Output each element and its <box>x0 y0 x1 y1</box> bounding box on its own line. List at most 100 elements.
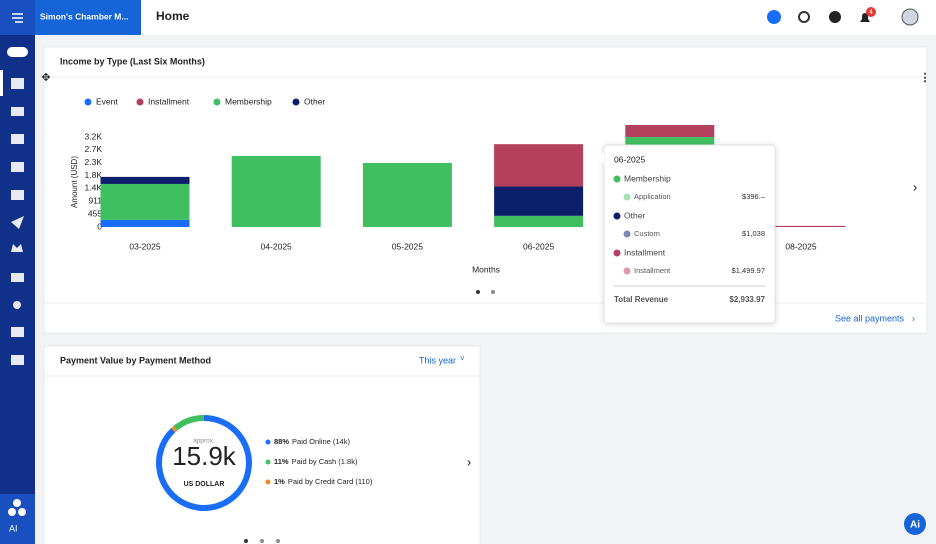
next-arrow[interactable]: › <box>467 454 471 469</box>
item-dot <box>623 193 631 201</box>
y-tick-label: 0 <box>97 221 102 231</box>
legend-label: Paid by Cash (1.8k) <box>292 457 358 466</box>
x-tick-label: 04-2025 <box>261 241 292 251</box>
total-amount: 15.9k <box>172 441 237 471</box>
ai-label: AI <box>9 523 18 533</box>
y-tick-label: 3.2K <box>85 131 103 141</box>
legend-dot <box>265 459 271 465</box>
see-all-link[interactable]: See all payments <box>835 313 905 323</box>
group-dot <box>613 249 621 257</box>
y-tick-label: 1.8K <box>85 170 103 180</box>
page-dot[interactable] <box>276 539 280 543</box>
legend-dot <box>265 479 271 485</box>
bar-segment <box>362 163 452 227</box>
ai-assistant-button[interactable] <box>904 513 926 535</box>
item-amount: $1,499.97 <box>732 266 765 275</box>
chevron: › <box>912 313 915 323</box>
page-dot[interactable] <box>476 290 480 294</box>
next-arrow[interactable]: › <box>913 179 917 194</box>
item-dot <box>623 230 631 238</box>
sidebar-icons <box>11 78 24 365</box>
x-tick-label: 08-2025 <box>785 241 816 251</box>
item-name: Custom <box>634 229 660 238</box>
item-amount: $1,038 <box>742 229 765 238</box>
bar-segment <box>100 183 190 220</box>
y-tick-label: 2.3K <box>85 157 103 167</box>
bar-segment <box>231 155 321 227</box>
legend-label: Installment <box>148 96 190 106</box>
notification-count: 4 <box>869 9 873 16</box>
tooltip-box <box>603 144 776 324</box>
x-axis-label: Months <box>472 264 500 274</box>
item-name: Application <box>634 192 671 201</box>
info-button[interactable] <box>829 11 841 23</box>
payment-card <box>43 345 481 544</box>
legend-dot <box>292 98 300 106</box>
legend-item: 88% Paid Online (14k) <box>274 437 350 446</box>
legend-dot <box>136 98 144 106</box>
group-name: Other <box>624 210 645 220</box>
y-tick-label: 455 <box>88 208 102 218</box>
bar-segment <box>100 176 190 184</box>
brand-box[interactable] <box>35 0 141 35</box>
group-dot <box>613 175 621 183</box>
tooltip-title: 06-2025 <box>614 154 645 164</box>
avatar[interactable] <box>901 8 919 26</box>
bar-segment <box>625 125 715 137</box>
chevron: ˅ <box>460 354 465 363</box>
group-dot <box>613 212 621 220</box>
active-indicator <box>0 70 3 96</box>
tooltip-pointer <box>598 152 604 164</box>
card-menu[interactable]: ⋮ <box>920 72 931 84</box>
donut-segment <box>156 415 252 511</box>
legend-dot <box>265 439 271 445</box>
payment-title: Payment Value by Payment Method <box>60 355 211 365</box>
value-label: 88% <box>274 437 289 446</box>
settings-button[interactable] <box>798 11 810 23</box>
sidebar <box>0 0 35 544</box>
total-label: Total Revenue <box>614 295 669 304</box>
item-dot <box>623 267 631 275</box>
legend-item: 1% Paid by Credit Card (110) <box>274 477 373 486</box>
donut-segment <box>173 415 205 431</box>
bar-segment <box>494 186 584 216</box>
ai-icon: Ai <box>910 520 920 531</box>
approx: approx. <box>193 438 215 445</box>
x-tick-label: 06-2025 <box>523 241 554 251</box>
bar-segment <box>756 225 846 227</box>
topbar <box>141 0 936 35</box>
drag-handle[interactable]: ✥ <box>41 72 50 84</box>
notification-badge <box>866 7 876 17</box>
legend-item: 11% Paid by Cash (1.8k) <box>274 457 358 466</box>
y-axis-label: Amount (USD) <box>70 156 79 208</box>
bar-segment <box>494 144 584 187</box>
value-label: 11% <box>274 457 289 466</box>
brand: Simon's Chamber M... <box>40 11 128 21</box>
donut-segment <box>171 426 178 433</box>
legend-label: Other <box>304 96 325 106</box>
period-select[interactable]: This year <box>419 355 456 365</box>
legend-dot <box>213 98 221 106</box>
menu-icon <box>12 13 23 23</box>
page-dot[interactable] <box>244 539 248 543</box>
page-dot[interactable] <box>260 539 264 543</box>
bar-segment <box>494 215 584 227</box>
x-tick-label: 03-2025 <box>129 241 160 251</box>
y-tick-label: 1.4K <box>85 183 103 193</box>
bar-segment <box>100 219 190 227</box>
income-card <box>43 46 928 334</box>
item-name: Installment <box>634 266 671 275</box>
legend-label: Membership <box>225 96 272 106</box>
legend-label: Paid Online (14k) <box>292 437 350 446</box>
group-name: Installment <box>624 247 666 257</box>
toggle[interactable] <box>7 47 28 57</box>
legend-label: Event <box>96 96 118 106</box>
add-button[interactable] <box>767 10 781 24</box>
currency: US DOLLAR <box>184 481 225 488</box>
y-tick-label: 911 <box>88 196 102 206</box>
page-dot[interactable] <box>491 290 495 294</box>
legend-label: Paid by Credit Card (110) <box>288 477 373 486</box>
ai-logo <box>8 499 26 516</box>
